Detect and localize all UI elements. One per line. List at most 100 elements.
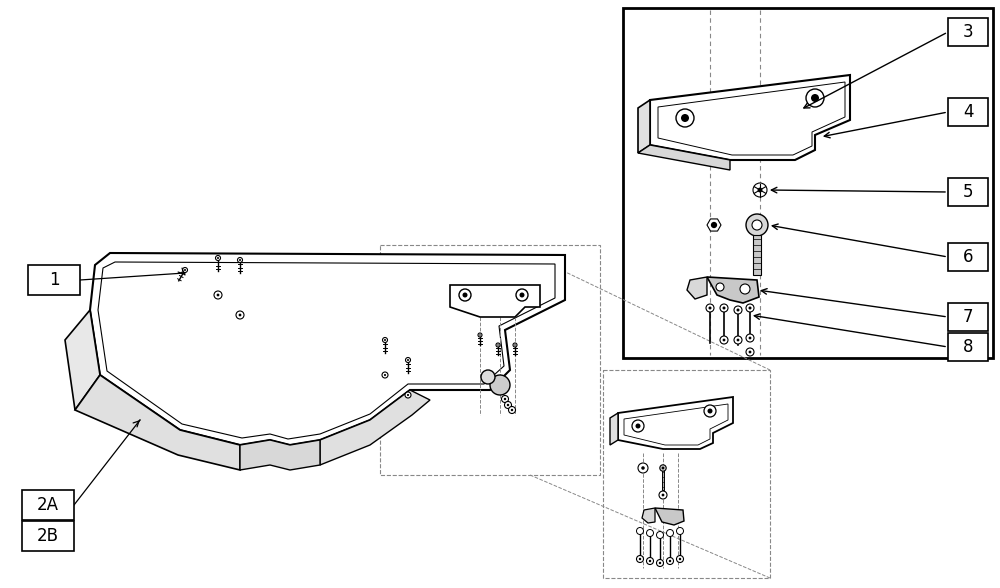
Polygon shape xyxy=(707,219,721,231)
Text: 3: 3 xyxy=(963,23,973,41)
Circle shape xyxy=(649,560,651,562)
Circle shape xyxy=(676,109,694,127)
Circle shape xyxy=(182,268,188,272)
Bar xyxy=(662,468,664,490)
Text: 6: 6 xyxy=(963,248,973,266)
Circle shape xyxy=(462,292,468,298)
Circle shape xyxy=(239,259,241,261)
Polygon shape xyxy=(618,397,733,449)
Circle shape xyxy=(659,562,661,564)
Bar xyxy=(623,8,993,358)
Bar xyxy=(28,265,80,295)
Text: 7: 7 xyxy=(963,308,973,326)
Circle shape xyxy=(217,257,219,259)
Circle shape xyxy=(632,420,644,432)
Circle shape xyxy=(505,402,512,409)
Circle shape xyxy=(656,560,664,566)
Circle shape xyxy=(656,532,664,539)
Circle shape xyxy=(478,333,482,337)
Bar xyxy=(948,303,988,331)
Circle shape xyxy=(184,269,186,271)
Circle shape xyxy=(708,409,712,413)
Circle shape xyxy=(720,304,728,312)
Circle shape xyxy=(716,283,724,291)
Circle shape xyxy=(406,358,411,362)
Circle shape xyxy=(758,188,762,192)
Circle shape xyxy=(749,336,751,339)
Circle shape xyxy=(737,339,739,342)
Polygon shape xyxy=(638,100,650,153)
Circle shape xyxy=(706,304,714,312)
Text: 8: 8 xyxy=(963,338,973,356)
Polygon shape xyxy=(687,277,707,299)
Circle shape xyxy=(734,336,742,344)
Circle shape xyxy=(214,291,222,299)
Circle shape xyxy=(749,350,751,353)
Circle shape xyxy=(407,359,409,361)
Text: 1: 1 xyxy=(49,271,59,289)
Text: 4: 4 xyxy=(963,103,973,121)
Circle shape xyxy=(509,406,516,413)
Circle shape xyxy=(637,556,644,563)
Circle shape xyxy=(459,289,471,301)
Text: 2A: 2A xyxy=(37,496,59,514)
Circle shape xyxy=(637,527,644,534)
Circle shape xyxy=(382,372,388,378)
Circle shape xyxy=(384,374,386,376)
Circle shape xyxy=(676,556,684,563)
Circle shape xyxy=(504,397,506,400)
Circle shape xyxy=(681,114,689,122)
Bar xyxy=(948,98,988,126)
Circle shape xyxy=(662,493,664,496)
Text: 2B: 2B xyxy=(37,527,59,545)
Circle shape xyxy=(384,339,386,341)
Circle shape xyxy=(723,339,725,342)
Circle shape xyxy=(720,336,728,344)
Bar xyxy=(753,235,761,275)
Circle shape xyxy=(481,370,495,384)
Circle shape xyxy=(238,258,242,262)
Polygon shape xyxy=(655,508,684,525)
Bar xyxy=(948,333,988,361)
Circle shape xyxy=(722,306,726,309)
Circle shape xyxy=(666,557,674,564)
Circle shape xyxy=(660,465,666,471)
Circle shape xyxy=(659,491,667,499)
Circle shape xyxy=(646,530,654,536)
Circle shape xyxy=(382,338,388,342)
Circle shape xyxy=(217,293,219,296)
Polygon shape xyxy=(90,253,565,445)
Circle shape xyxy=(752,220,762,230)
Circle shape xyxy=(806,89,824,107)
Polygon shape xyxy=(75,375,240,470)
Circle shape xyxy=(520,292,524,298)
Polygon shape xyxy=(707,277,759,303)
Circle shape xyxy=(497,344,499,346)
Circle shape xyxy=(740,284,750,294)
Circle shape xyxy=(639,558,641,560)
Circle shape xyxy=(216,256,220,260)
Bar xyxy=(948,178,988,206)
Circle shape xyxy=(746,214,768,236)
Circle shape xyxy=(708,306,712,309)
Circle shape xyxy=(746,348,754,356)
Bar xyxy=(948,243,988,271)
Circle shape xyxy=(496,343,500,347)
Circle shape xyxy=(516,289,528,301)
Circle shape xyxy=(646,557,654,564)
Circle shape xyxy=(753,183,767,197)
Circle shape xyxy=(746,304,754,312)
Polygon shape xyxy=(638,145,730,170)
Polygon shape xyxy=(240,440,320,470)
Polygon shape xyxy=(65,310,100,410)
Polygon shape xyxy=(650,75,850,160)
Circle shape xyxy=(636,423,640,429)
Circle shape xyxy=(407,394,409,396)
Circle shape xyxy=(679,558,681,560)
Bar xyxy=(22,490,74,520)
Polygon shape xyxy=(450,285,540,317)
Circle shape xyxy=(811,94,819,102)
Polygon shape xyxy=(642,508,655,523)
Circle shape xyxy=(669,560,671,562)
Circle shape xyxy=(514,344,516,346)
